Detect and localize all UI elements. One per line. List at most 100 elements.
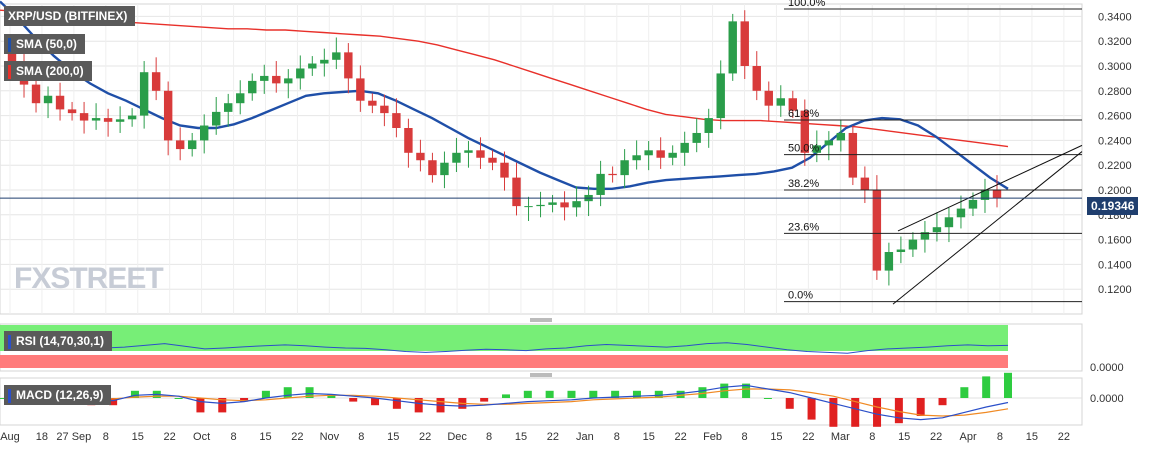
rsi-legend-text: RSI (14,70,30,1) (16, 334, 105, 348)
candle-body (464, 150, 473, 153)
candle-body (175, 140, 185, 150)
x-tick-label: 22 (675, 431, 687, 443)
macd-histogram-bar (763, 398, 772, 399)
candle-body (860, 177, 870, 190)
candle-body (740, 21, 749, 66)
candle-body (31, 84, 41, 104)
macd-histogram-bar (567, 390, 576, 398)
candle-body (572, 201, 581, 208)
symbol-label[interactable]: XRP/USD (BITFINEX) (4, 6, 136, 26)
candle-body (103, 118, 113, 122)
candle-body (115, 119, 125, 122)
macd-histogram-bar (196, 398, 205, 413)
candle-body (848, 132, 858, 178)
x-tick-label: 8 (614, 431, 620, 443)
rsi-tick-label: 0.0000 (1090, 362, 1124, 374)
candle-body (248, 80, 257, 94)
macd-histogram-bar (218, 398, 227, 413)
macd-legend[interactable]: MACD (12,26,9) (4, 385, 112, 405)
macd-histogram-bar (982, 376, 991, 398)
x-tick-label: 8 (358, 431, 364, 443)
macd-histogram-bar (109, 398, 118, 406)
sma200-swatch (8, 64, 11, 79)
x-tick-label: Dec (447, 431, 467, 443)
candle-body (151, 72, 161, 91)
candle-body (392, 113, 401, 128)
x-tick-label: 8 (869, 431, 875, 443)
macd-histogram-bar (589, 390, 598, 398)
macd-swatch (8, 388, 11, 403)
macd-histogram-bar (392, 398, 401, 409)
candle-body (884, 252, 894, 271)
candle-body (776, 98, 785, 106)
candle-body (656, 150, 665, 158)
x-tick-label: 8 (486, 431, 492, 443)
macd-histogram-bar (873, 398, 882, 427)
y-tick-label: 0.3200 (1098, 36, 1132, 48)
y-tick-label: 0.2200 (1098, 160, 1132, 172)
x-tick-label: 22 (419, 431, 431, 443)
sma200-line (0, 9, 1009, 148)
sma200-legend[interactable]: SMA (200,0) (4, 61, 92, 81)
candle-body (872, 190, 882, 271)
rsi-overbought-zone (0, 325, 1008, 351)
x-tick-label: 15 (770, 431, 782, 443)
macd-histogram-bar (916, 398, 925, 416)
candle-body (716, 73, 725, 119)
x-tick-label: 15 (387, 431, 399, 443)
candle-body (212, 111, 221, 126)
candle-body (320, 59, 329, 64)
sma50-legend[interactable]: SMA (50,0) (4, 34, 85, 54)
macd-histogram-bar (349, 398, 358, 402)
macd-histogram-bar (654, 390, 663, 398)
rsi-legend[interactable]: RSI (14,70,30,1) (4, 331, 113, 351)
candle-body (800, 110, 810, 153)
y-tick-label: 0.2400 (1098, 135, 1132, 147)
macd-histogram-bar (174, 398, 183, 399)
x-tick-label: 18 (36, 431, 48, 443)
fib-label: 38.2% (788, 178, 819, 190)
macd-histogram-bar (523, 390, 532, 398)
candle-body (308, 63, 317, 69)
candle-body (836, 132, 846, 141)
candle-body (284, 78, 293, 84)
x-tick-label: Jan (576, 431, 594, 443)
candle-body (260, 75, 269, 81)
candle-body (428, 160, 437, 176)
macd-histogram-bar (632, 390, 641, 398)
candle-body (356, 78, 365, 101)
candle-body (788, 98, 797, 111)
sma50-swatch (8, 37, 11, 52)
rsi-line (3, 342, 1009, 354)
candle-body (668, 152, 677, 158)
macd-histogram-bar (283, 387, 292, 398)
candle-body (163, 90, 173, 141)
candle-body (368, 100, 377, 106)
fib-label: 50.0% (788, 143, 819, 155)
y-tick-label: 0.3000 (1098, 61, 1132, 73)
rsi-oversold-zone (0, 355, 1008, 368)
x-tick-label: 27 Sep (56, 431, 91, 443)
y-tick-label: 0.2800 (1098, 86, 1132, 98)
candle-body (236, 93, 245, 104)
rsi-swatch (8, 334, 11, 349)
macd-histogram-bar (1004, 372, 1012, 398)
candle-body (476, 150, 485, 158)
current-price-text: 0.19346 (1091, 199, 1135, 213)
candle-body (596, 173, 605, 195)
candle-body (404, 128, 413, 153)
macd-histogram-bar (960, 387, 969, 398)
macd-histogram-bar (807, 398, 816, 420)
x-tick-label: 8 (103, 431, 109, 443)
candle-body (548, 202, 557, 205)
x-tick-label: 22 (1058, 431, 1070, 443)
x-tick-label: 8 (997, 431, 1003, 443)
x-tick-label: 15 (515, 431, 527, 443)
fib-label: 100.0% (788, 0, 826, 9)
wedge-upper (897, 144, 1083, 232)
macd-histogram-bar (502, 394, 510, 398)
macd-histogram-bar (611, 390, 620, 398)
macd-histogram-bar (414, 398, 423, 413)
